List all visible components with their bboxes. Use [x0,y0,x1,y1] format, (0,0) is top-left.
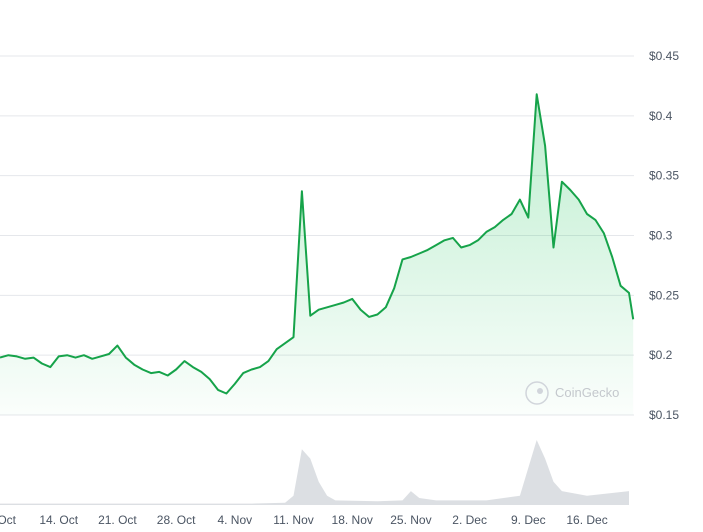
x-tick-label: 2. Dec [452,513,487,527]
y-tick-label: $0.45 [649,49,679,63]
x-tick-label: 25. Nov [390,513,431,527]
y-tick-label: $0.15 [649,408,679,422]
volume-area [0,440,629,505]
x-tick-label: 14. Oct [39,513,78,527]
y-tick-label: $0.2 [649,348,673,362]
watermark: CoinGecko [525,381,619,405]
price-area-fill [0,94,634,416]
x-tick-label: 28. Oct [157,513,196,527]
y-tick-label: $0.3 [649,229,673,243]
watermark-text: CoinGecko [555,385,619,400]
x-tick-label: 7. Oct [0,513,17,527]
x-tick-label: 21. Oct [98,513,137,527]
y-tick-label: $0.25 [649,288,679,302]
x-tick-label: 9. Dec [511,513,546,527]
y-tick-label: $0.4 [649,109,673,123]
coingecko-logo-icon [525,381,549,405]
x-tick-label: 4. Nov [217,513,252,527]
x-tick-label: 16. Dec [566,513,607,527]
x-axis-labels: 7. Oct 14. Oct 21. Oct 28. Oct 4. Nov 11. Nov… [0,513,608,527]
y-tick-label: $0.35 [649,169,679,183]
price-line [0,93,635,395]
x-tick-label: 18. Nov [332,513,373,527]
x-tick-label: 11. Nov [273,513,313,527]
volume-bars [0,440,629,505]
y-axis-labels: $0.45 $0.4 $0.35 $0.3 $0.25 $0.2 $0.15 [649,49,679,422]
